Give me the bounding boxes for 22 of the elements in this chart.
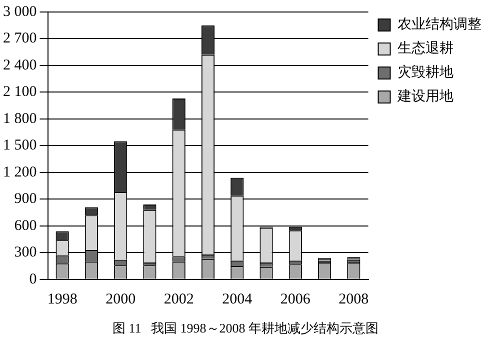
x-tick-label: 2004 — [222, 291, 253, 308]
legend-label: 生态退耕 — [397, 40, 454, 57]
y-tick-label: 2 100 — [3, 84, 37, 100]
y-tick-label: 1 800 — [3, 110, 37, 127]
x-tick-label: 2002 — [164, 291, 194, 308]
y-tick-label: 2 400 — [3, 57, 37, 74]
text: 图 11 我国 1998～2008 年耕地减少结构示意图 — [112, 320, 379, 336]
x-tick-label: 2000 — [106, 291, 136, 308]
y-tick-label: 2 700 — [3, 30, 37, 47]
y-tick-label: 3 000 — [3, 4, 37, 20]
y-tick-label: 300 — [14, 244, 37, 261]
y-tick-label: 0 — [29, 271, 37, 288]
y-tick-label: 900 — [14, 191, 37, 208]
legend-label: 灾毁耕地 — [397, 64, 454, 81]
x-tick-label: 2006 — [280, 291, 311, 308]
y-tick-label: 600 — [14, 218, 37, 234]
y-tick-label: 1 200 — [3, 164, 37, 180]
legend-label: 农业结构调整 — [397, 16, 482, 33]
x-tick-label: 2008 — [338, 291, 369, 308]
y-tick-label: 1 500 — [3, 138, 37, 154]
legend-label: 建设用地 — [396, 88, 454, 105]
x-tick-label: 1998 — [47, 291, 78, 308]
